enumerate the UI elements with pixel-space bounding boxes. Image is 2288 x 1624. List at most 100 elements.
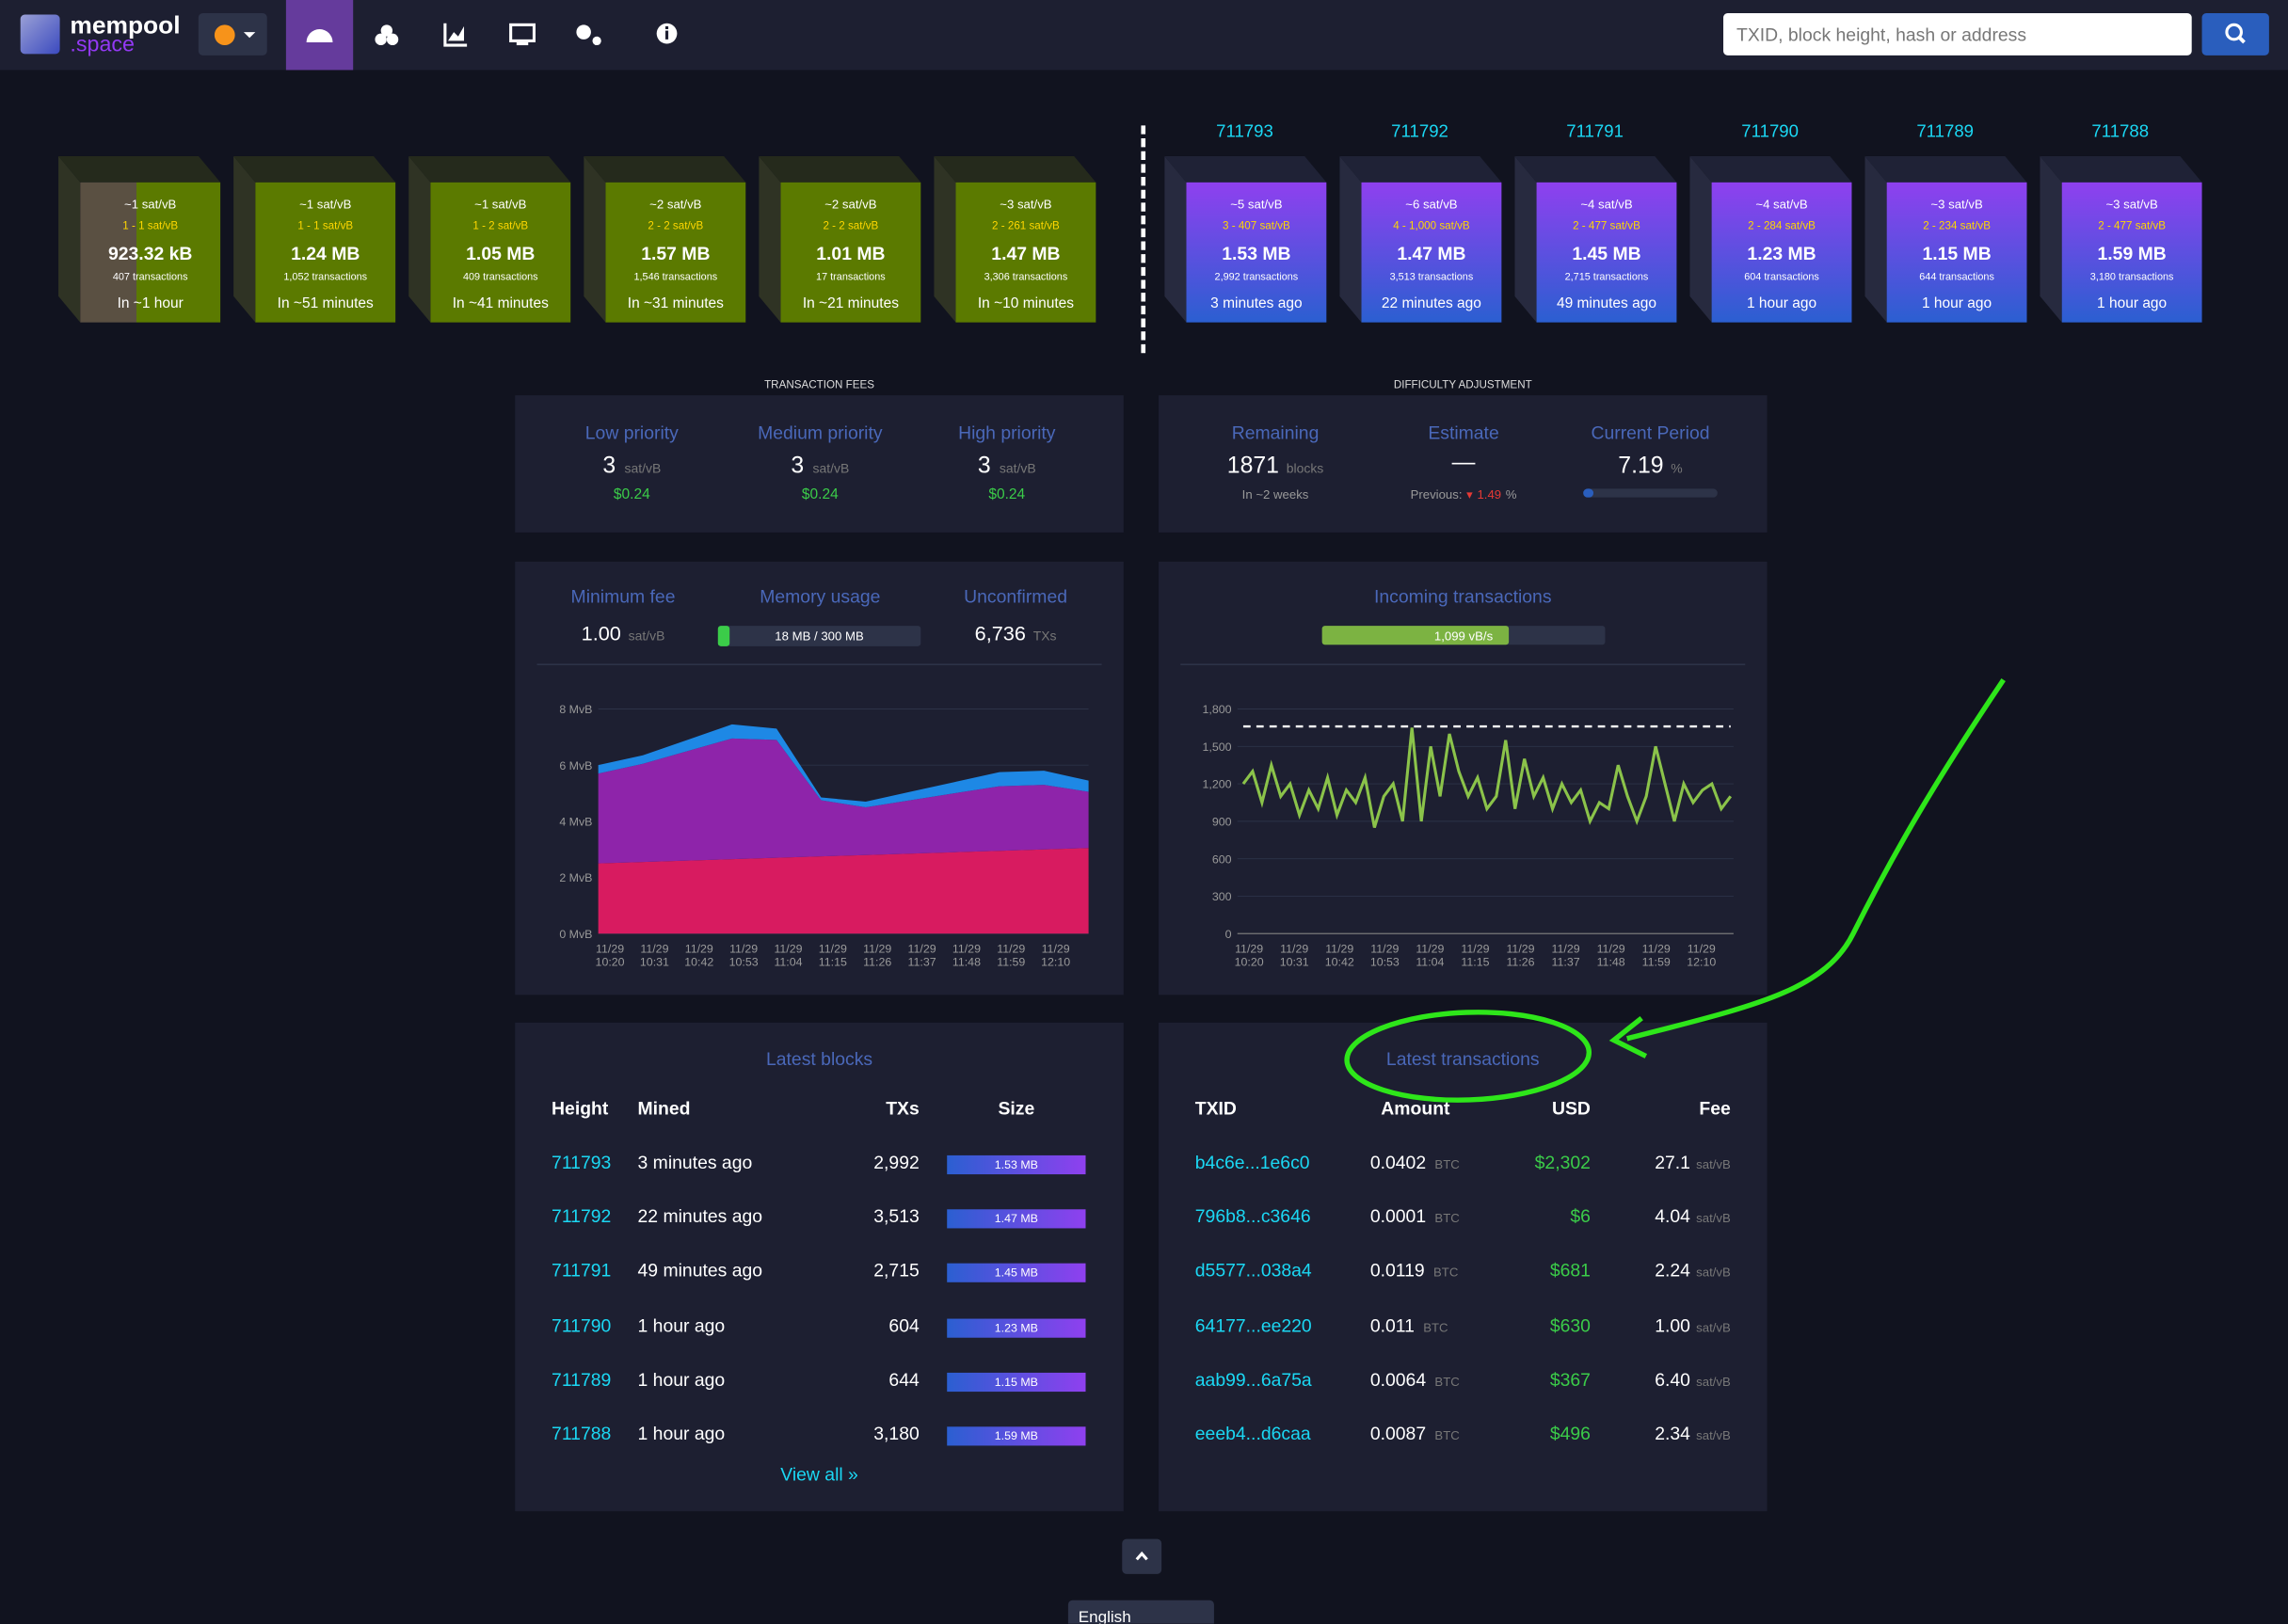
block-mined: 22 minutes ago: [637, 1206, 763, 1227]
usd: $630: [1549, 1315, 1591, 1337]
block[interactable]: ~4 sat/vB 2 - 284 sat/vB 1.23 MB 604 transa…: [1711, 182, 1852, 323]
size-text: 1.47 MB: [994, 1212, 1038, 1226]
x-tick-time: 11:15: [1461, 955, 1489, 968]
block-height[interactable]: 711789: [1916, 120, 1975, 142]
block-height[interactable]: 711790: [552, 1315, 612, 1337]
x-tick-date: 11/29: [952, 942, 981, 955]
x-tick-date: 11/29: [819, 942, 847, 955]
mempool-block[interactable]: ~3 sat/vB 2 - 261 sat/vB 1.47 MB 3,306 tran…: [955, 182, 1096, 323]
current-value: 7.19%: [1548, 454, 1752, 480]
search-input[interactable]: TXID, block height, hash or address: [1723, 12, 2192, 56]
block[interactable]: ~5 sat/vB 3 - 407 sat/vB 1.53 MB 2,992 tran…: [1186, 182, 1327, 323]
fee-unit: sat/vB: [812, 460, 850, 476]
x-tick-time: 10:53: [729, 955, 759, 968]
block[interactable]: ~3 sat/vB 2 - 234 sat/vB 1.15 MB 644 transa…: [1886, 182, 2027, 323]
block-height[interactable]: 711792: [1391, 120, 1448, 142]
block-height[interactable]: 711793: [552, 1152, 612, 1173]
x-tick-time: 11:04: [774, 955, 802, 968]
incoming-panel: Incoming transactions 1,099 vB/s 0 300 600 90…: [1159, 561, 1768, 995]
mempool-block[interactable]: ~1 sat/vB 1 - 1 sat/vB 923.32 kB 407 transa…: [80, 182, 221, 323]
fee-label: High priority: [958, 422, 1056, 444]
network-selector[interactable]: [198, 12, 267, 56]
mempool-block[interactable]: ~2 sat/vB 2 - 2 sat/vB 1.57 MB 1,546 transa…: [605, 182, 746, 323]
nav-dashboard[interactable]: [285, 0, 354, 71]
search-button[interactable]: [2201, 12, 2269, 56]
block-size: 1.57 MB: [641, 243, 711, 264]
section-title: TRANSACTION FEES: [764, 377, 875, 391]
block-fee: ~4 sat/vB: [1580, 197, 1633, 212]
block-time: 1 hour ago: [1921, 295, 1992, 312]
unconfirmed-number: 6,736: [974, 621, 1026, 645]
block-time: 3 minutes ago: [1210, 295, 1303, 312]
block-height[interactable]: 711788: [2091, 120, 2150, 142]
usd: $6: [1570, 1206, 1591, 1227]
y-tick-label: 1,500: [1203, 740, 1232, 754]
size-bar: 1.53 MB: [947, 1154, 1086, 1175]
remaining-sub: In ~2 weeks: [1241, 486, 1309, 502]
mempool-block[interactable]: ~2 sat/vB 2 - 2 sat/vB 1.01 MB 17 transacti…: [780, 182, 921, 323]
x-tick-time: 10:42: [684, 955, 713, 968]
amount-unit: BTC: [1434, 1156, 1460, 1171]
fee-value: 1.00: [1655, 1315, 1690, 1337]
logo-text[interactable]: mempool: [70, 11, 181, 40]
txid[interactable]: eeeb4...d6caa: [1194, 1424, 1311, 1444]
block-fee: ~1 sat/vB: [124, 197, 177, 212]
block-height[interactable]: 711792: [552, 1206, 612, 1227]
previous-label: Previous:: [1410, 486, 1463, 502]
fee-number: 3: [602, 454, 616, 479]
current-label: Current Period: [1591, 422, 1710, 444]
scroll-top[interactable]: [1122, 1538, 1162, 1574]
x-tick-time: 11:37: [1552, 955, 1580, 968]
txid[interactable]: 64177...ee220: [1194, 1315, 1312, 1337]
logo-sub[interactable]: .space: [70, 32, 135, 57]
x-tick-time: 11:37: [908, 955, 936, 968]
block-txs: 407 transactions: [112, 272, 188, 283]
logo-icon[interactable]: [20, 14, 60, 55]
block-height[interactable]: 711791: [552, 1260, 612, 1282]
x-tick-time: 10:31: [640, 955, 669, 968]
x-tick-time: 12:10: [1687, 955, 1716, 968]
mempool-block[interactable]: ~1 sat/vB 1 - 1 sat/vB 1.24 MB 1,052 transa…: [255, 182, 396, 323]
block-height[interactable]: 711788: [552, 1424, 612, 1444]
block[interactable]: ~4 sat/vB 2 - 477 sat/vB 1.45 MB 2,715 tran…: [1536, 182, 1677, 323]
block[interactable]: ~3 sat/vB 2 - 477 sat/vB 1.59 MB 3,180 tran…: [2061, 182, 2202, 323]
block-height[interactable]: 711789: [552, 1369, 612, 1391]
x-tick-date: 11/29: [1416, 942, 1444, 955]
txid[interactable]: aab99...6a75a: [1194, 1369, 1312, 1391]
x-tick-date: 11/29: [1370, 942, 1399, 955]
block-side: [58, 155, 81, 323]
txid[interactable]: b4c6e...1e6c0: [1194, 1152, 1310, 1173]
block-size: 923.32 kB: [107, 243, 193, 264]
fee-value: 3 sat/vB: [904, 454, 1109, 480]
block-size: 1.45 MB: [1572, 243, 1641, 264]
y-tick-label: 1,800: [1203, 703, 1232, 716]
block-height[interactable]: 711791: [1566, 120, 1624, 142]
amount: 0.0402 BTC: [1370, 1153, 1460, 1173]
th: Fee: [1699, 1098, 1731, 1120]
amount: 0.0001 BTC: [1370, 1206, 1460, 1227]
fee-value: 27.1: [1655, 1152, 1690, 1173]
language-select[interactable]: English: [1067, 1600, 1214, 1624]
mempool-block[interactable]: ~1 sat/vB 1 - 2 sat/vB 1.05 MB 409 transact…: [430, 182, 571, 323]
x-tick-time: 10:31: [1280, 955, 1309, 968]
difficulty-title: DIFFICULTY ADJUSTMENT: [1159, 378, 1768, 391]
nav-icons[interactable]: [365, 11, 701, 58]
fee-unit: sat/vB: [1696, 1374, 1731, 1389]
block-height[interactable]: 711793: [1216, 120, 1273, 142]
txid[interactable]: d5577...038a4: [1194, 1260, 1312, 1282]
memory-text: 18 MB / 300 MB: [775, 629, 864, 644]
x-tick-date: 11/29: [1325, 942, 1353, 955]
fee-value: 2.24: [1655, 1260, 1690, 1282]
estimate-value: —: [1451, 451, 1476, 476]
fee-unit: sat/vB: [1696, 1427, 1731, 1443]
x-tick-time: 11:48: [952, 955, 981, 968]
fee-value: 6.40: [1655, 1369, 1690, 1391]
x-tick-time: 10:42: [1325, 955, 1354, 968]
x-tick-date: 11/29: [685, 942, 713, 955]
view-all[interactable]: View all »: [780, 1464, 858, 1486]
txid[interactable]: 796b8...c3646: [1194, 1206, 1311, 1227]
block[interactable]: ~6 sat/vB 4 - 1,000 sat/vB 1.47 MB 3,513 tr…: [1361, 182, 1502, 323]
block-height[interactable]: 711790: [1741, 120, 1799, 142]
x-tick-date: 11/29: [908, 942, 936, 955]
block-side: [934, 155, 956, 323]
